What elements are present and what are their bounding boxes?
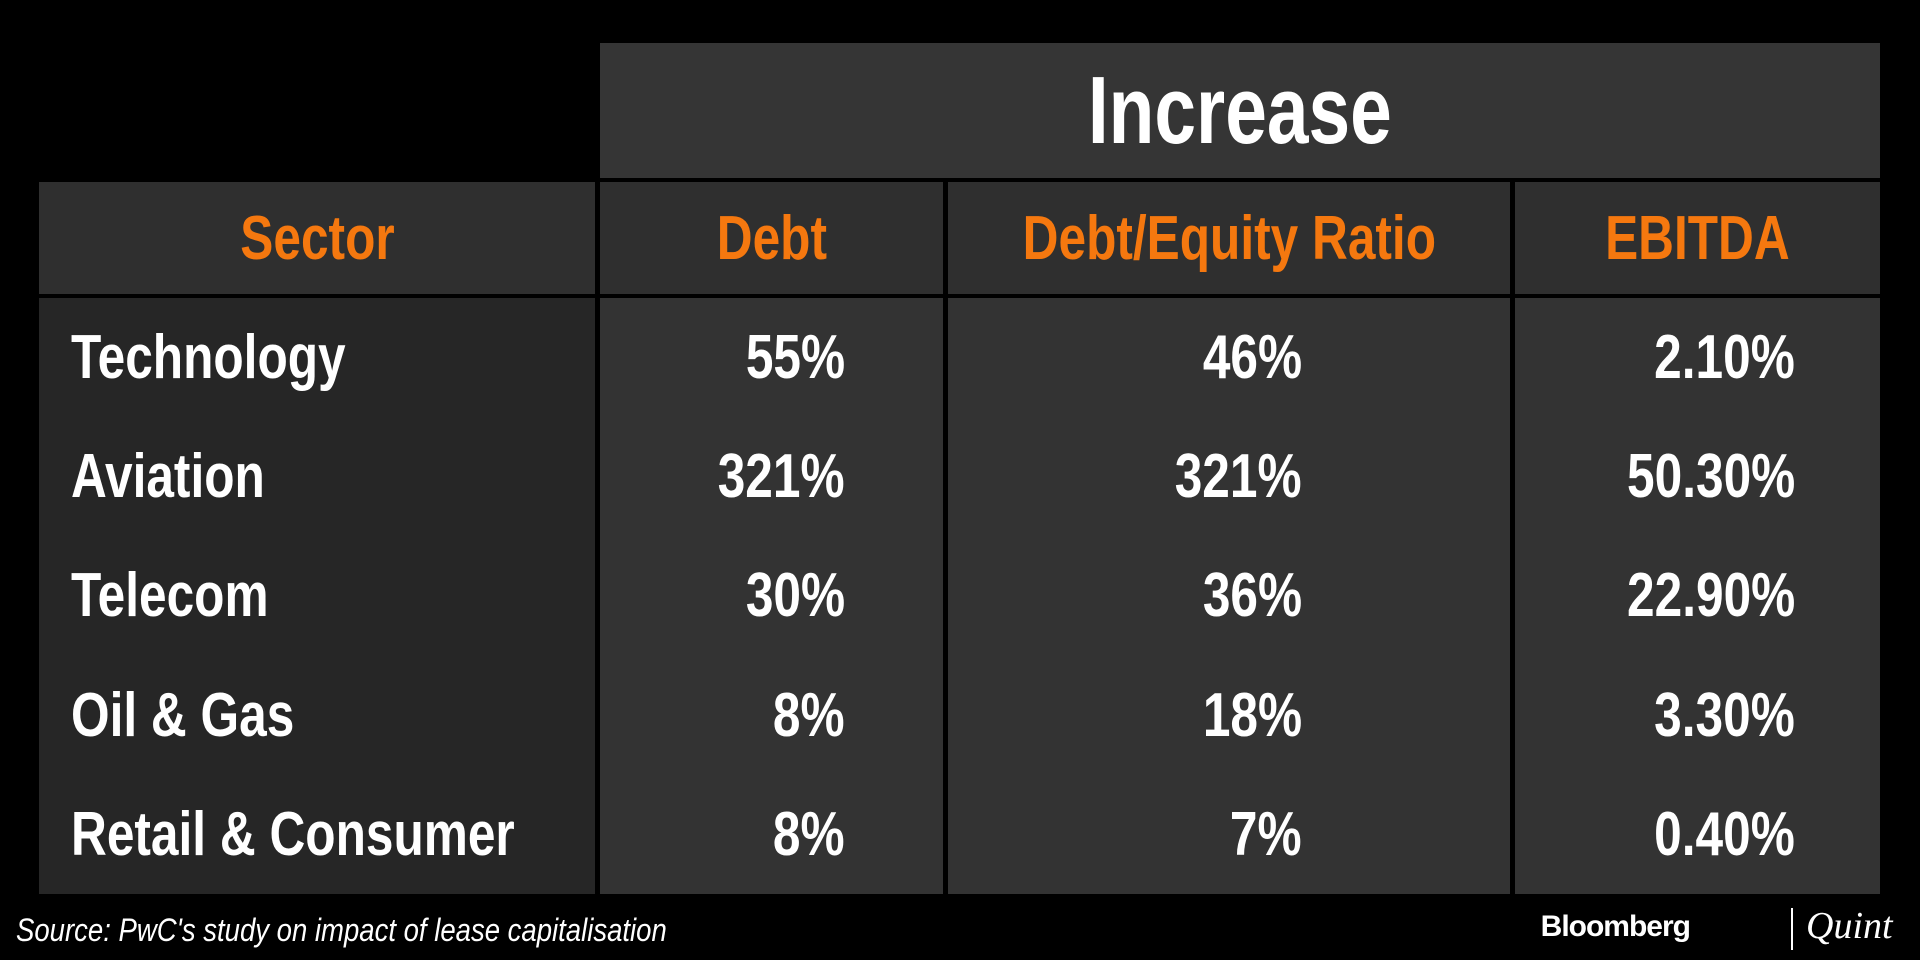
group-header: Increase bbox=[600, 43, 1880, 178]
cell-text: Technology bbox=[71, 323, 346, 393]
value-cell: 22.90% bbox=[1515, 536, 1880, 655]
value-cell: 321% bbox=[600, 417, 943, 536]
value-cell: 30% bbox=[600, 536, 943, 655]
column-bg bbox=[1515, 298, 1880, 894]
row-label: Retail & Consumer bbox=[39, 775, 595, 894]
column-header: EBITDA bbox=[1515, 182, 1880, 294]
cell-text: 0.40% bbox=[1654, 799, 1795, 869]
brand-suffix: Quint bbox=[1806, 905, 1893, 947]
cell-text: 18% bbox=[1202, 680, 1302, 750]
cell-text: Debt/Equity Ratio bbox=[1022, 203, 1436, 273]
cell-text: Sector bbox=[239, 203, 395, 273]
column-header: Sector bbox=[39, 182, 595, 294]
column-header: Debt/Equity Ratio bbox=[948, 182, 1510, 294]
cell-text: Telecom bbox=[71, 561, 269, 631]
cell-text: Increase bbox=[1088, 56, 1392, 164]
cell-text: 46% bbox=[1202, 323, 1302, 393]
cell-text: 8% bbox=[773, 680, 845, 750]
value-cell: 0.40% bbox=[1515, 775, 1880, 894]
column-header: Debt bbox=[600, 182, 943, 294]
cell-text: 321% bbox=[1175, 442, 1302, 512]
cell-text: 321% bbox=[718, 442, 845, 512]
value-cell: 50.30% bbox=[1515, 417, 1880, 536]
cell-text: Aviation bbox=[71, 442, 265, 512]
row-label: Telecom bbox=[39, 536, 595, 655]
value-cell: 8% bbox=[600, 656, 943, 775]
brand-divider bbox=[1791, 908, 1793, 950]
source-note: Source: PwC's study on impact of lease c… bbox=[16, 912, 667, 948]
cell-text: Retail & Consumer bbox=[71, 799, 515, 869]
cell-text: 3.30% bbox=[1654, 680, 1795, 750]
row-label: Oil & Gas bbox=[39, 656, 595, 775]
value-cell: 46% bbox=[948, 298, 1510, 417]
value-cell: 2.10% bbox=[1515, 298, 1880, 417]
column-bg bbox=[39, 298, 595, 894]
cell-text: EBITDA bbox=[1605, 203, 1790, 273]
cell-text: 8% bbox=[773, 799, 845, 869]
cell-text: 50.30% bbox=[1626, 442, 1795, 512]
value-cell: 8% bbox=[600, 775, 943, 894]
cell-text: 22.90% bbox=[1626, 561, 1795, 631]
cell-text: Debt bbox=[716, 203, 827, 273]
value-cell: 321% bbox=[948, 417, 1510, 536]
value-cell: 3.30% bbox=[1515, 656, 1880, 775]
brand: Bloomberg bbox=[1540, 910, 1691, 943]
column-bg bbox=[600, 298, 943, 894]
value-cell: 18% bbox=[948, 656, 1510, 775]
cell-text: Oil & Gas bbox=[71, 680, 295, 750]
row-label: Technology bbox=[39, 298, 595, 417]
value-cell: 36% bbox=[948, 536, 1510, 655]
cell-text: 7% bbox=[1230, 799, 1302, 869]
row-label: Aviation bbox=[39, 417, 595, 536]
cell-text: 30% bbox=[745, 561, 845, 631]
value-cell: 55% bbox=[600, 298, 943, 417]
value-cell: 7% bbox=[948, 775, 1510, 894]
cell-text: 36% bbox=[1202, 561, 1302, 631]
cell-text: 55% bbox=[745, 323, 845, 393]
cell-text: 2.10% bbox=[1654, 323, 1795, 393]
column-bg bbox=[948, 298, 1510, 894]
